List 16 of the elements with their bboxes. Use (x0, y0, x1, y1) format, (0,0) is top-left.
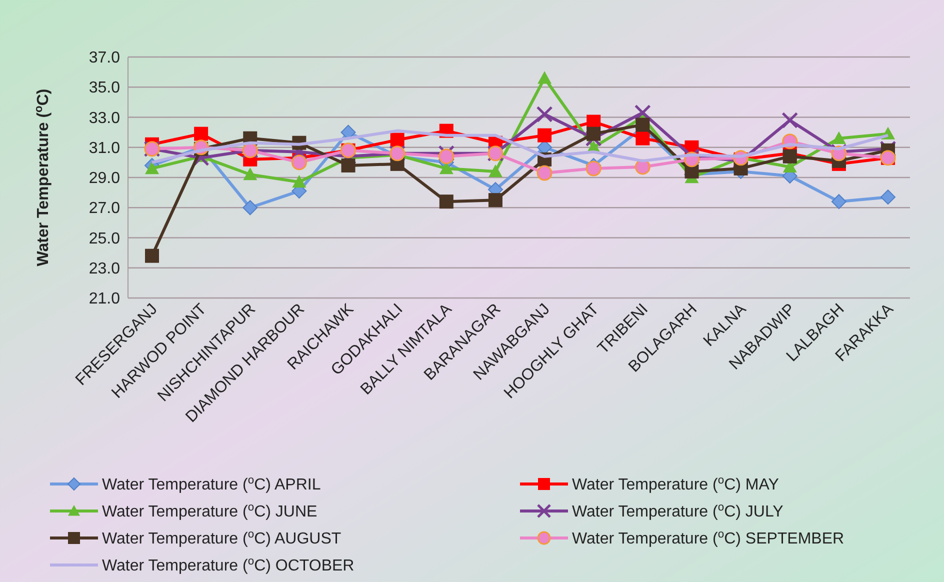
legend-label: Water Temperature ($^{o}$C) MAY (572, 474, 780, 494)
y-tick-label: 21.0 (88, 290, 120, 308)
y-tick-label: 37.0 (88, 50, 120, 67)
legend-label: Water Temperature ($^{o}$C) JULY (572, 502, 784, 521)
y-tick-label: 31.0 (88, 140, 120, 157)
legend-label: Water Temperature ($^{o}$C) SEPTEMBER (572, 528, 844, 548)
y-tick-label: 27.0 (88, 200, 120, 218)
y-tick-label: 35.0 (88, 80, 120, 97)
legend-label: Water Temperature ($^{o}$C) AUGUST (102, 528, 342, 548)
y-tick-label: 33.0 (88, 110, 120, 127)
y-tick-label: 23.0 (88, 260, 120, 278)
legend-label: Water Temperature ($^{o}$C) OCTOBER (102, 556, 354, 575)
y-tick-label: 29.0 (88, 170, 120, 188)
y-tick-label: 25.0 (88, 230, 120, 248)
legend-label: Water Temperature ($^{o}$C) APRIL (102, 474, 321, 494)
legend-label: Water Temperature ($^{o}$C) JUNE (102, 502, 318, 521)
